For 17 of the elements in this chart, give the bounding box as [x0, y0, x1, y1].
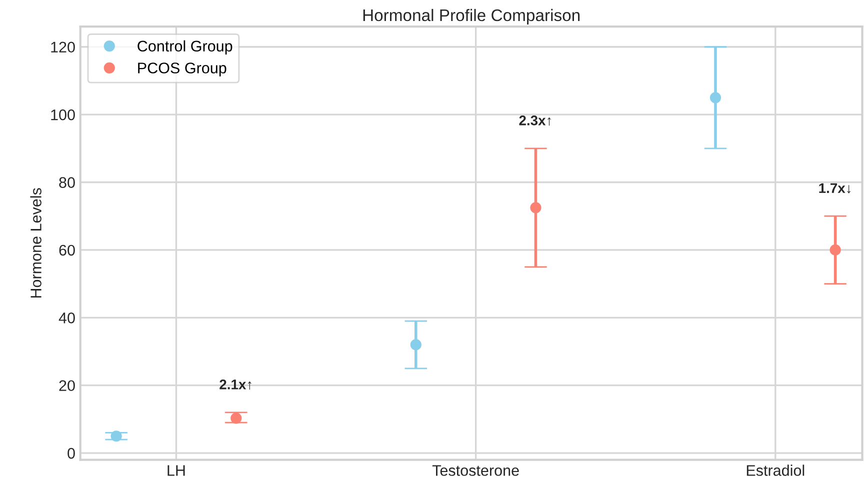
legend-label: PCOS Group	[138, 62, 226, 76]
x-tick-label: Estradiol	[746, 464, 804, 476]
chart-title: Hormonal Profile Comparison	[363, 8, 580, 24]
y-tick-label: 120	[51, 42, 75, 53]
legend-label: Control Group	[138, 40, 232, 55]
y-tick-label: 40	[58, 312, 75, 324]
y-tick-label: 0	[68, 448, 75, 459]
annotation: 1.7x↓	[819, 183, 850, 194]
y-tick-label: 20	[59, 380, 75, 392]
y-tick-label: 60	[59, 244, 75, 256]
x-tick-label: Testosterone	[432, 465, 519, 476]
y-axis-title: Hormone Levels	[30, 188, 42, 298]
y-tick-label: 80	[59, 177, 75, 188]
annotation: 2.1x↑	[220, 380, 252, 390]
annotation: 2.3x↑	[519, 116, 551, 126]
y-tick-label: 100	[51, 109, 75, 120]
x-tick-label: LH	[168, 465, 185, 476]
